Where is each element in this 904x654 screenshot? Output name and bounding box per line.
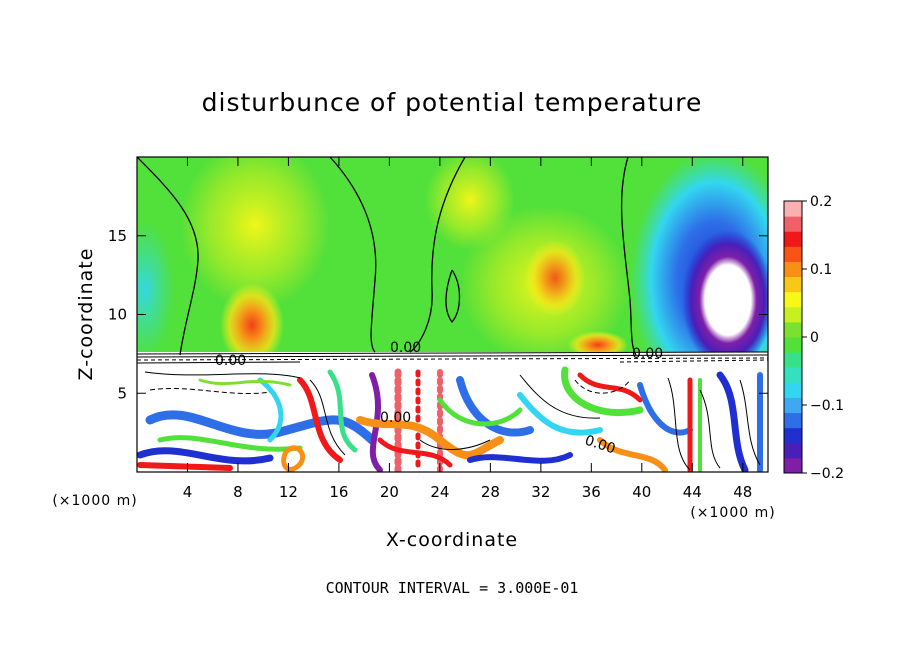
warm-anomaly-2 xyxy=(525,240,585,316)
colorbar: 0.2 0.1 0 −0.1 −0.2 xyxy=(783,194,844,482)
cold-anomaly xyxy=(682,230,768,370)
contour-label: 0.00 xyxy=(390,340,421,356)
warm-anomaly-1 xyxy=(220,283,284,367)
interface-contours xyxy=(137,351,768,364)
x-tick-label: 36 xyxy=(582,483,601,501)
contour-label: 0.00 xyxy=(215,353,246,369)
y-axis-label: Z-coordinate xyxy=(75,248,97,381)
colorbar-cell xyxy=(784,442,802,459)
y-tick-label: 15 xyxy=(108,227,127,245)
x-tick-label: 4 xyxy=(183,483,193,501)
colorbar-cell xyxy=(784,382,802,398)
zero-contours xyxy=(137,157,637,356)
colorbar-tick-label: 0.1 xyxy=(810,262,832,278)
x-tick-label: 16 xyxy=(329,483,348,501)
colorbar-cell xyxy=(784,352,802,368)
colorbar-cell xyxy=(784,412,802,429)
x-tick-label: 24 xyxy=(430,483,449,501)
colorbar-cell xyxy=(784,246,802,262)
colorbar-tick-label: −0.2 xyxy=(810,466,844,482)
turbulent-filaments xyxy=(137,366,763,472)
x-axis: 4 8 12 16 20 24 28 32 36 40 44 48 xyxy=(183,157,752,501)
colorbar-tick-label: 0 xyxy=(810,330,819,346)
colorbar-cell xyxy=(784,337,802,353)
colorbar-cell xyxy=(784,397,802,414)
colorbar-cell xyxy=(784,231,802,247)
cool-region-left xyxy=(137,220,175,360)
x-tick-label: 12 xyxy=(279,483,298,501)
colorbar-cell xyxy=(784,427,802,444)
y-tick-label: 5 xyxy=(117,384,127,402)
y-axis: 5 10 15 xyxy=(108,227,768,402)
contour-interval-note: CONTOUR INTERVAL = 3.000E-01 xyxy=(326,579,579,597)
chart-title: disturbunce of potential temperature xyxy=(202,88,703,117)
colorbar-cell xyxy=(784,216,802,232)
x-tick-label: 44 xyxy=(683,483,702,501)
colorbar-cell xyxy=(784,306,802,323)
x-tick-label: 8 xyxy=(233,483,243,501)
colorbar-cell xyxy=(784,201,802,217)
colorbar-cell xyxy=(784,457,802,474)
x-tick-label: 20 xyxy=(380,483,399,501)
x-tick-label: 28 xyxy=(481,483,500,501)
x-tick-label: 40 xyxy=(632,483,651,501)
x-axis-label: X-coordinate xyxy=(386,529,518,551)
contour-label: 0.00 xyxy=(632,346,663,362)
colorbar-cell xyxy=(784,276,802,293)
x-tick-label: 48 xyxy=(733,483,752,501)
colorbar-cell xyxy=(784,321,802,338)
x-unit-label: (×1000 m) xyxy=(690,505,775,521)
contour-label: 0.00 xyxy=(380,410,411,426)
colorbar-cell xyxy=(784,261,802,278)
lower-contours xyxy=(144,371,761,471)
yellow-region-left xyxy=(180,157,330,310)
plot-area xyxy=(137,157,768,472)
z-unit-label: (×1000 m) xyxy=(52,493,137,509)
y-tick-label: 10 xyxy=(108,306,127,324)
colorbar-tick-label: 0.2 xyxy=(810,194,832,210)
x-tick-label: 32 xyxy=(531,483,550,501)
colorbar-tick-label: −0.1 xyxy=(810,398,844,414)
colorbar-cell xyxy=(784,291,802,308)
colorbar-cell xyxy=(784,367,802,383)
